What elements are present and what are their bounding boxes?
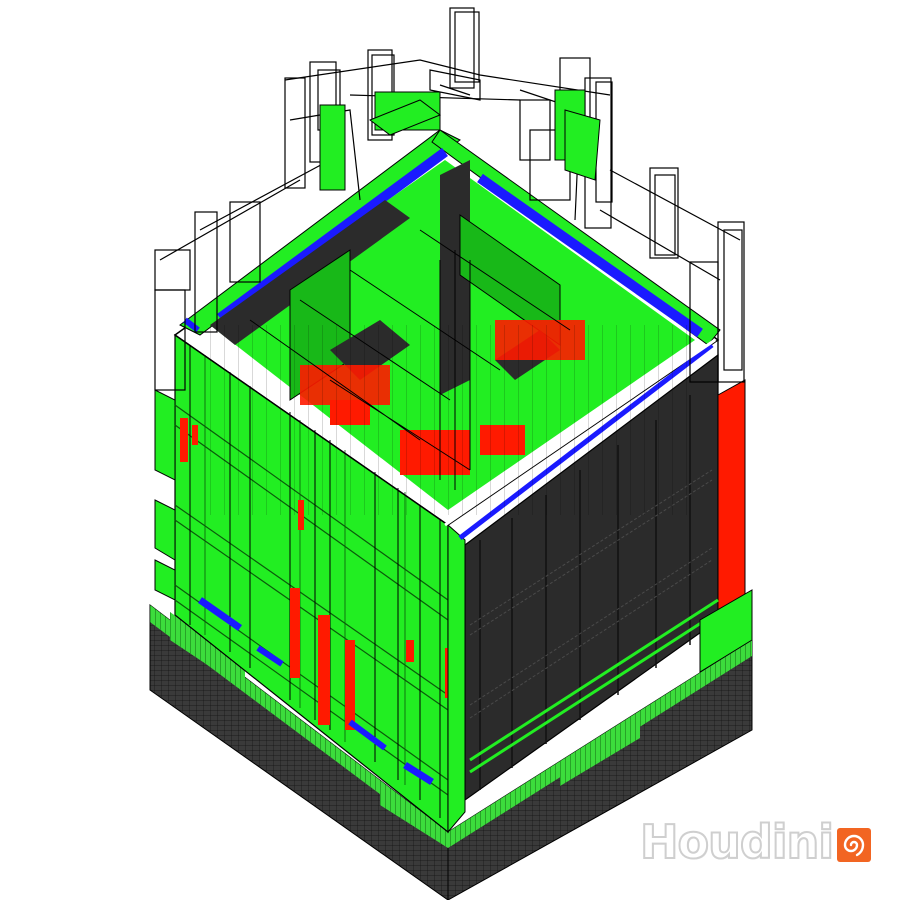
houdini-logo-icon: [837, 828, 872, 862]
foundation-base: [149, 603, 753, 900]
houdini-watermark: Houdini: [639, 812, 872, 872]
roof-parapet: [173, 129, 721, 540]
interior-courtyard: [210, 160, 700, 515]
red-panel: [180, 418, 188, 462]
roof-green-blocks: [319, 89, 601, 191]
houdini-wordmark: Houdini: [639, 814, 835, 870]
